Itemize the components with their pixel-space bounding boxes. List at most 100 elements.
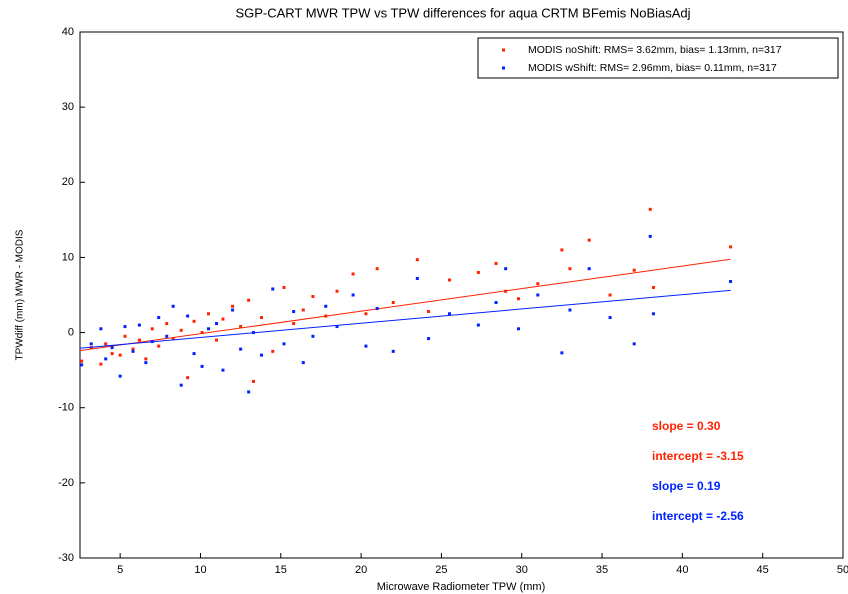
scatter-point <box>118 353 122 357</box>
scatter-point <box>165 334 169 338</box>
scatter-point <box>375 307 379 311</box>
legend-label: MODIS noShift: RMS= 3.62mm, bias= 1.13mm… <box>528 44 782 56</box>
scatter-point <box>179 328 183 332</box>
scatter-point <box>192 352 196 356</box>
scatter-point <box>648 234 652 238</box>
scatter-point <box>215 322 219 326</box>
y-tick-label: 40 <box>62 26 74 38</box>
scatter-point <box>447 312 451 316</box>
scatter-point <box>504 267 508 271</box>
x-tick-label: 30 <box>516 564 528 576</box>
scatter-point <box>239 347 243 351</box>
scatter-point <box>301 361 305 365</box>
scatter-point <box>560 351 564 355</box>
fit-line <box>79 258 731 352</box>
x-tick-label: 15 <box>275 564 287 576</box>
y-tick-label: 10 <box>62 251 74 263</box>
scatter-point <box>157 316 161 320</box>
scatter-point <box>517 297 521 301</box>
scatter-point <box>729 245 733 249</box>
scatter-point <box>608 316 612 320</box>
scatter-point <box>301 308 305 312</box>
scatter-point <box>137 323 141 327</box>
scatter-point <box>171 337 175 341</box>
plot-frame <box>79 31 844 559</box>
scatter-point <box>207 327 211 331</box>
scatter-point <box>415 276 419 280</box>
scatter-point <box>179 383 183 387</box>
scatter-point <box>568 267 572 271</box>
y-axis-label: TPWdiff (mm) MWR - MODIS <box>15 229 26 360</box>
scatter-point <box>99 327 103 331</box>
scatter-point <box>375 267 379 271</box>
scatter-point <box>364 312 368 316</box>
scatter-point <box>247 298 251 302</box>
scatter-point <box>200 331 204 335</box>
annotation: intercept = -2.56 <box>652 509 744 523</box>
x-tick-label: 10 <box>194 564 206 576</box>
scatter-point <box>144 361 148 365</box>
scatter-point <box>494 261 498 265</box>
scatter-point <box>221 317 225 321</box>
x-tick-label: 35 <box>596 564 608 576</box>
scatter-point <box>536 293 540 297</box>
scatter-point <box>427 310 431 314</box>
x-tick-label: 5 <box>117 564 123 576</box>
scatter-point <box>364 344 368 348</box>
scatter-point <box>587 238 591 242</box>
scatter-point <box>104 342 108 346</box>
scatter-point <box>239 325 243 329</box>
scatter-point <box>632 342 636 346</box>
scatter-point <box>131 349 135 353</box>
scatter-point <box>260 353 264 357</box>
scatter-point <box>536 282 540 286</box>
scatter-point <box>282 285 286 289</box>
scatter-point <box>247 390 251 394</box>
scatter-point <box>568 308 572 312</box>
y-tick-label: 0 <box>68 326 74 338</box>
x-axis-label: Microwave Radiometer TPW (mm) <box>377 581 546 593</box>
x-tick-label: 25 <box>435 564 447 576</box>
legend-marker <box>502 66 505 70</box>
fit-line <box>79 289 731 349</box>
scatter-point <box>123 325 127 329</box>
scatter-point <box>186 314 190 318</box>
scatter-point <box>608 293 612 297</box>
scatter-point <box>251 379 255 383</box>
scatter-point <box>311 295 315 299</box>
scatter-point <box>292 322 296 326</box>
scatter-point <box>324 304 328 308</box>
annotation: slope = 0.30 <box>652 419 721 433</box>
scatter-point <box>171 304 175 308</box>
scatter-point <box>80 363 84 367</box>
scatter-point <box>427 337 431 341</box>
y-tick-label: 30 <box>62 101 74 113</box>
scatter-point <box>118 374 122 378</box>
scatter-point <box>729 279 733 283</box>
scatter-point <box>351 272 355 276</box>
scatter-point <box>415 258 419 262</box>
scatter-point <box>311 334 315 338</box>
scatter-point <box>391 301 395 305</box>
scatter-point <box>99 362 103 366</box>
scatter-point <box>476 270 480 274</box>
x-tick-label: 50 <box>837 564 848 576</box>
scatter-point <box>80 359 84 363</box>
scatter-point <box>110 346 114 350</box>
scatter-point <box>144 357 148 361</box>
scatter-point <box>351 293 355 297</box>
scatter-point <box>560 248 564 252</box>
scatter-point <box>494 301 498 305</box>
scatter-point <box>215 338 219 342</box>
scatter-point <box>260 316 264 320</box>
scatter-point <box>335 289 339 293</box>
scatter-point <box>271 349 275 353</box>
scatter-point <box>447 278 451 282</box>
scatter-point <box>651 285 655 289</box>
scatter-point <box>186 376 190 380</box>
scatter-point <box>192 319 196 323</box>
scatter-point <box>587 267 591 271</box>
x-tick-label: 20 <box>355 564 367 576</box>
